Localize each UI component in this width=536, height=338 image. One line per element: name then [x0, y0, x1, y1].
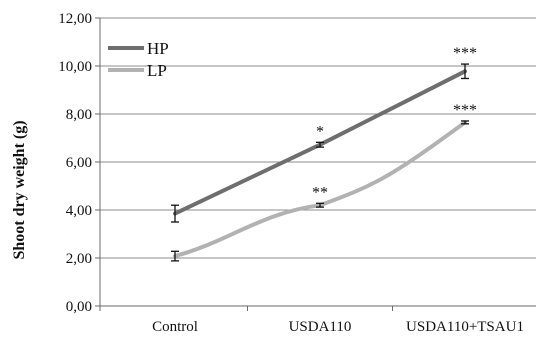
- x-tick-label: USDA110: [289, 319, 352, 335]
- y-axis-title: Shoot dry weight (g): [11, 120, 28, 259]
- gridlines: [100, 17, 536, 259]
- y-tick-label: 12,00: [58, 11, 92, 27]
- series-group: *********: [171, 45, 477, 262]
- significance-label-hp: ***: [453, 45, 477, 62]
- legend: HP LP: [108, 39, 169, 80]
- legend-label-lp: LP: [147, 61, 167, 80]
- y-tick-label: 2,00: [66, 251, 92, 267]
- y-tick-label: 0,00: [66, 299, 92, 315]
- y-tick-label: 6,00: [66, 155, 92, 171]
- y-axis-ticks: 0,00 2,00 4,00 6,00 8,00 10,00 12,00: [58, 11, 100, 315]
- significance-label-lp: ***: [453, 102, 477, 119]
- x-axis-ticks: Control USDA110 USDA110+TSAU1: [99, 306, 524, 335]
- y-tick-label: 4,00: [66, 203, 92, 219]
- legend-label-hp: HP: [147, 39, 169, 58]
- y-tick-label: 10,00: [58, 59, 92, 75]
- x-tick-label: Control: [152, 319, 198, 335]
- y-tick-label: 8,00: [66, 107, 92, 123]
- significance-label-hp: *: [316, 123, 324, 140]
- x-tick-label: USDA110+TSAU1: [406, 319, 524, 335]
- significance-label-lp: **: [312, 184, 328, 201]
